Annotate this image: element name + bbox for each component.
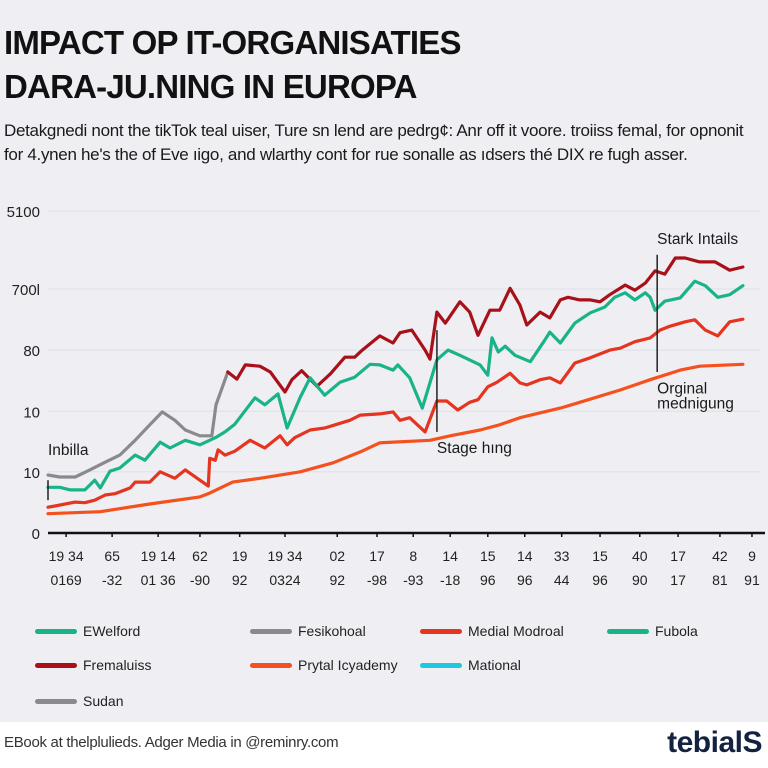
legend-label: Fubola xyxy=(655,623,698,639)
legend-label: Sudan xyxy=(83,693,124,709)
legend-swatch xyxy=(250,662,292,668)
x-tick-label: 42 xyxy=(712,548,728,564)
legend-item: Fremaluiss xyxy=(35,657,151,673)
x-tick-label: 81 xyxy=(712,572,728,588)
x-tick-label: 01 36 xyxy=(141,572,176,588)
legend-label: Medial Modroal xyxy=(468,623,564,639)
legend-swatch xyxy=(35,628,77,634)
x-tick-label: 14 xyxy=(442,548,458,564)
x-tick-label: 19 34 xyxy=(267,548,302,564)
chart-title-line-1: IMPACT OP IT-ORGANISATIES xyxy=(4,24,462,61)
x-tick-label: 9 xyxy=(748,548,756,564)
x-tick-label: 65 xyxy=(104,548,120,564)
x-tick-label: 62 xyxy=(192,548,208,564)
y-tick-label: 80 xyxy=(23,343,40,360)
x-tick-label: 44 xyxy=(554,572,570,588)
legend-item: Sudan xyxy=(35,693,123,709)
x-tick-label: 17 xyxy=(670,572,686,588)
chart-subtitle: Detakgnedi nont the tikTok teal uiser, T… xyxy=(4,121,744,164)
legend-swatch xyxy=(607,628,649,634)
x-tick-label: -90 xyxy=(190,572,210,588)
line-chart: 5100 700l 80 10 10 0 19 34 0169 65 -32 19 14 01 36 6… xyxy=(7,204,765,588)
x-tick-label: 15 xyxy=(480,548,496,564)
x-tick-label: -98 xyxy=(367,572,387,588)
legend-item: Mational xyxy=(420,657,521,673)
x-tick-label: -18 xyxy=(440,572,460,588)
brand-logo: tebialS xyxy=(667,726,762,759)
x-tick-label: 19 xyxy=(232,548,248,564)
x-tick-label: 8 xyxy=(409,548,417,564)
annotation-label: Stage hıng xyxy=(437,440,512,457)
x-tick-label: 91 xyxy=(744,572,760,588)
source-credit: EBook at thelplulieds. Adger Media in @r… xyxy=(4,734,339,751)
legend-label: EWelford xyxy=(83,623,141,639)
y-tick-label: 700l xyxy=(12,282,40,299)
x-tick-label: 92 xyxy=(329,572,345,588)
legend-swatch xyxy=(250,628,292,634)
y-tick-label: 5100 xyxy=(7,204,40,221)
x-tick-label: -93 xyxy=(403,572,423,588)
series-line-ewelford xyxy=(46,279,745,492)
legend-item: Fubola xyxy=(607,623,698,639)
x-tick-label: 15 xyxy=(592,548,608,564)
annotation-label: Stark Intails xyxy=(657,231,738,248)
x-tick-label: 90 xyxy=(632,572,648,588)
legend-item: Prytal Icyademy xyxy=(250,657,398,673)
x-tick-label: 17 xyxy=(670,548,686,564)
legend-label: Fremaluiss xyxy=(83,657,152,673)
legend-label: Fesikohoal xyxy=(298,623,366,639)
legend-swatch xyxy=(420,628,462,634)
x-tick-label: 0324 xyxy=(269,572,300,588)
x-tick-label: 19 14 xyxy=(141,548,176,564)
y-tick-label: 10 xyxy=(23,404,40,421)
legend-item: EWelford xyxy=(35,623,140,639)
legend-label: Prytal Icyademy xyxy=(298,657,398,673)
series-line-sudan xyxy=(46,370,230,479)
x-tick-label: 0169 xyxy=(51,572,82,588)
x-tick-label: 17 xyxy=(369,548,385,564)
series-line-medial-modroal xyxy=(46,317,745,509)
legend-swatch xyxy=(35,698,77,704)
x-tick-label: 96 xyxy=(480,572,496,588)
annotation-label: Orginal xyxy=(657,380,707,397)
y-tick-label: 10 xyxy=(23,465,40,482)
annotation-label: Inbilla xyxy=(48,442,89,459)
x-tick-label: 19 34 xyxy=(49,548,84,564)
legend-item: Medial Modroal xyxy=(420,623,564,639)
x-tick-label: 33 xyxy=(554,548,570,564)
legend: EWelford Fesikohoal Medial Modroal Fubol… xyxy=(0,615,768,722)
chart-title-line-2: DARA-JU.NING IN EUROPA xyxy=(4,68,417,105)
x-tick-label: -32 xyxy=(102,572,122,588)
series-line-prytal-icyademy xyxy=(46,362,745,516)
y-tick-label: 0 xyxy=(32,526,40,543)
x-tick-label: 96 xyxy=(592,572,608,588)
x-tick-label: 96 xyxy=(517,572,533,588)
x-tick-label: 14 xyxy=(517,548,533,564)
footer: EBook at thelplulieds. Adger Media in @r… xyxy=(0,722,768,768)
legend-swatch xyxy=(420,662,462,668)
x-tick-label: 40 xyxy=(632,548,648,564)
annotation-label: mednigung xyxy=(657,396,734,413)
legend-label: Mational xyxy=(468,657,521,673)
x-tick-label: 92 xyxy=(232,572,248,588)
legend-item: Fesikohoal xyxy=(250,623,366,639)
x-tick-label: 02 xyxy=(329,548,345,564)
legend-swatch xyxy=(35,662,77,668)
